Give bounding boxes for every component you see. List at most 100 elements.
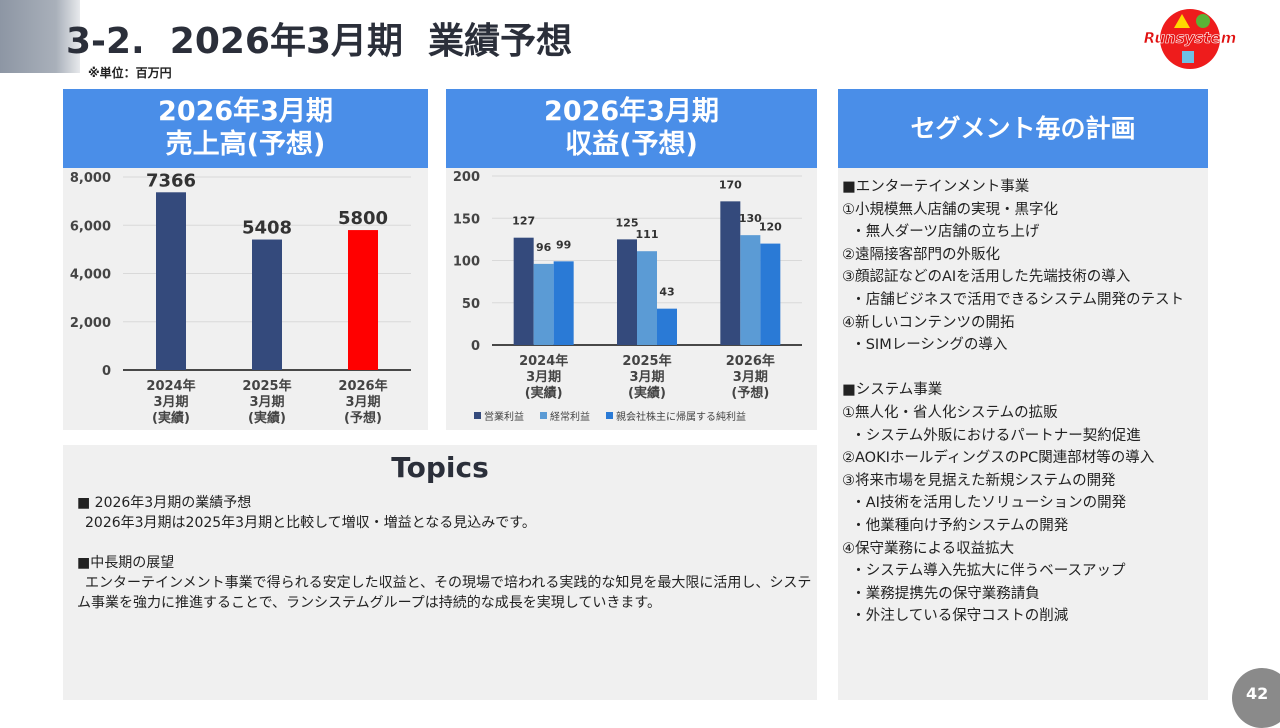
segment-line: ③顔認証などのAIを活用した先端技術の導入 [842,269,1131,286]
svg-text:Runsystem: Runsystem [1144,29,1237,47]
data-label: 43 [659,286,674,299]
topic1-text: 2026年3月期は2025年3月期と比較して増収・増益となる見込みです。 [85,515,536,531]
x-tick-label: 3月期 [345,395,380,410]
x-tick-label: (実績) [628,385,666,401]
y-tick-label: 100 [453,255,480,270]
legend-label: 経常利益 [550,410,590,423]
legend-swatch [540,412,547,419]
x-tick-label: 2025年 [242,378,291,394]
segment-title: セグメント毎の計画 [910,113,1136,143]
legend-swatch [474,412,481,419]
runsystem-logo: Runsystem [1143,9,1237,69]
x-tick-label: 2026年 [338,378,387,394]
sales-title-line1: 2026年3月期 [158,96,333,128]
x-tick-label: 3月期 [733,370,768,385]
x-tick-label: 2025年 [622,353,671,369]
segment-line: ①無人化・省人化システムの拡販 [842,404,1058,421]
bar [348,230,378,370]
topic1-heading: ■ 2026年3月期の業績予想 [77,495,252,511]
y-tick-label: 0 [102,364,111,379]
bar [252,239,282,370]
bar [617,239,637,345]
x-tick-label: 2026年 [726,353,775,369]
data-label: 120 [759,221,782,234]
data-label: 5800 [338,208,388,229]
data-label: 111 [636,228,659,241]
data-label: 96 [536,241,552,254]
profit-title-line1: 2026年3月期 [544,96,719,128]
x-tick-label: 3月期 [153,395,188,410]
topic2-heading: ■中長期の展望 [77,555,175,571]
corner-decoration [0,0,80,73]
x-tick-label: 3月期 [249,395,284,410]
segment-line: ・SIMレーシングの導入 [842,337,1008,354]
segment-line [842,357,1208,380]
x-tick-label: 3月期 [526,370,561,385]
x-tick-label: (実績) [248,410,286,426]
segment-line: ・業務提携先の保守業務請負 [842,585,1040,602]
topics-title: Topics [391,451,489,484]
x-tick-label: (予想) [344,410,382,426]
y-tick-label: 2,000 [70,316,111,331]
profit-title-line2: 収益(予想) [565,128,698,160]
bar [657,308,677,345]
segment-line: ・AI技術を活用したソリューションの開発 [842,495,1127,512]
topic2-text: エンターテインメント事業で得られる安定した収益と、その現場で培われる実践的な知見… [77,575,812,611]
bar [720,201,741,345]
x-tick-label: 3月期 [629,370,664,385]
segment-line: ②遠隔接客部門の外販化 [842,246,1000,263]
bar [740,235,761,345]
x-tick-label: (予想) [731,385,769,401]
y-tick-label: 4,000 [70,268,111,283]
bar [533,263,554,345]
legend-swatch [606,412,613,419]
legend-label: 親会社株主に帰属する純利益 [616,410,746,423]
data-label: 127 [512,215,535,228]
segment-line: ・店舗ビジネスで活用できるシステム開発のテスト [842,291,1184,308]
y-tick-label: 150 [453,212,480,227]
segment-line: ・他業種向け予約システムの開発 [842,517,1069,534]
unit-note: ※単位：百万円 [88,66,172,80]
segment-line: ・システム外販におけるパートナー契約促進 [842,427,1141,444]
segment-panel-header: セグメント毎の計画 [838,89,1208,168]
x-tick-label: 2024年 [146,378,195,394]
y-tick-label: 6,000 [70,219,111,234]
legend-label: 営業利益 [484,410,524,423]
page-title: 3-2. 2026年3月期 業績予想 [66,21,573,62]
data-label: 7366 [146,170,196,191]
page-number: 42 [1232,668,1280,728]
sales-panel-header: 2026年3月期 売上高(予想) [63,89,428,168]
segment-line: ・外注している保守コストの削減 [842,608,1069,625]
y-tick-label: 50 [462,297,480,312]
data-label: 170 [719,178,742,191]
x-tick-label: (実績) [152,410,190,426]
segment-line: ①小規模無人店舗の実現・黒字化 [842,201,1058,218]
segment-line: ・システム導入先拡大に伴うベースアップ [842,563,1126,580]
segment-line: ④保守業務による収益拡大 [842,540,1015,557]
y-tick-label: 200 [453,170,480,185]
bar [760,243,781,345]
segment-plan-list: ■エンターテインメント事業 ①小規模無人店舗の実現・黒字化 ・無人ダーツ店舗の立ち… [838,168,1208,700]
bar [553,261,574,345]
x-tick-label: (実績) [525,385,563,401]
sales-title-line2: 売上高(予想) [165,128,326,160]
segment-line: ・無人ダーツ店舗の立ち上げ [842,224,1040,241]
data-label: 130 [739,212,762,225]
y-tick-label: 0 [471,339,480,354]
data-label: 5408 [242,218,292,239]
profit-panel-header: 2026年3月期 収益(予想) [446,89,817,168]
segment-line: ④新しいコンテンツの開拓 [842,314,1015,331]
segment-line: ■システム事業 [842,382,943,399]
y-tick-label: 8,000 [70,171,111,186]
segment-line: ③将来市場を見据えた新規システムの開発 [842,472,1116,489]
data-label: 125 [616,216,639,229]
bar [513,237,534,345]
data-label: 99 [556,238,571,251]
segment-line: ■エンターテインメント事業 [842,179,1030,195]
bar [156,192,186,370]
segment-line: ②AOKIホールディングスのPC関連部材等の導入 [842,450,1155,467]
bar [637,251,657,345]
x-tick-label: 2024年 [519,353,568,369]
